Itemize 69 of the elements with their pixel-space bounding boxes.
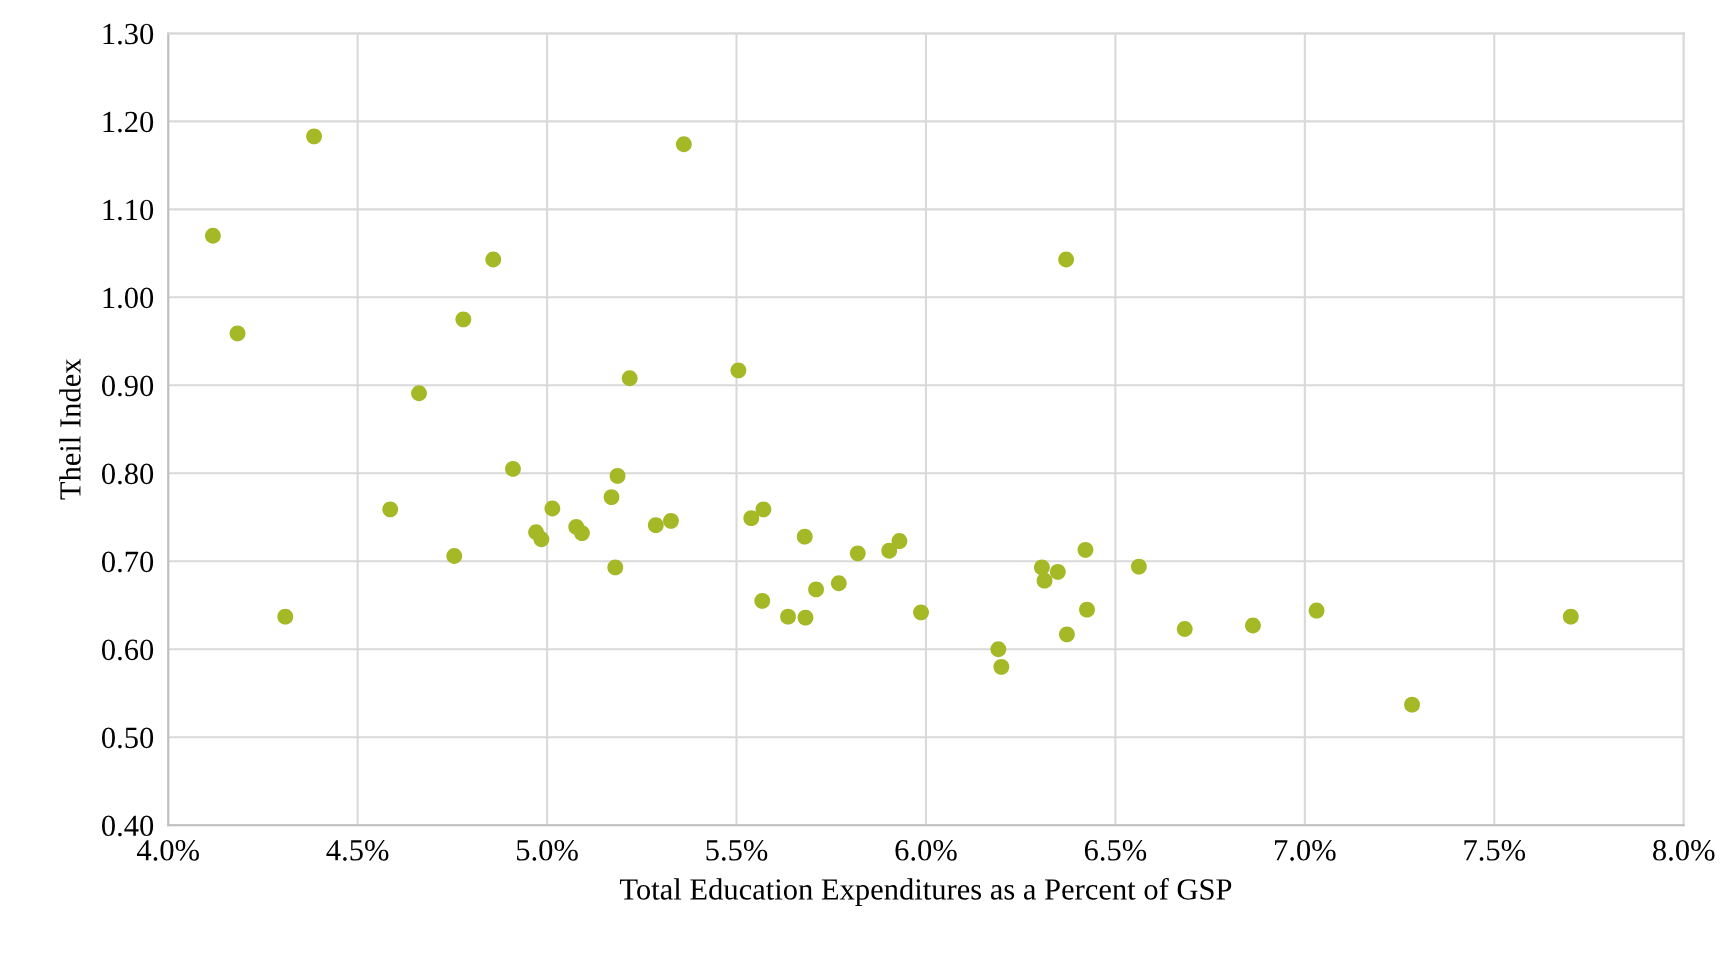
point — [797, 609, 814, 626]
x-tick-label: 5.5% — [706, 839, 768, 861]
point — [411, 385, 427, 402]
point — [446, 548, 463, 564]
point — [382, 501, 399, 518]
point — [1033, 559, 1050, 576]
y-tick-label: 1.00 — [103, 287, 154, 309]
point — [1562, 608, 1579, 625]
point — [607, 559, 624, 576]
point — [621, 370, 638, 387]
point — [1058, 251, 1075, 268]
point — [830, 575, 847, 592]
point — [754, 592, 771, 609]
y-tick-label: 0.50 — [102, 727, 154, 749]
point — [574, 525, 590, 542]
point — [796, 528, 813, 545]
point — [1079, 601, 1095, 618]
x-tick-label: 7.0% — [1275, 839, 1336, 861]
point — [743, 510, 760, 527]
point — [455, 311, 472, 328]
point — [229, 325, 246, 342]
point — [277, 608, 294, 625]
point — [647, 517, 664, 534]
point — [881, 542, 898, 559]
point — [1130, 558, 1147, 575]
point — [306, 128, 322, 145]
point — [849, 545, 866, 562]
y-tick-label: 1.20 — [103, 111, 154, 133]
point — [204, 227, 221, 244]
point — [1308, 602, 1325, 619]
point — [755, 501, 772, 518]
y-tick-label: 1.30 — [103, 23, 154, 45]
x-tick-label: 4.0% — [136, 839, 199, 861]
point — [891, 533, 908, 549]
x-tick-label: 6.5% — [1084, 839, 1147, 861]
y-tick-label: 0.90 — [102, 375, 154, 397]
point — [533, 531, 550, 548]
point — [1245, 617, 1261, 634]
point — [505, 460, 521, 477]
point — [544, 500, 561, 517]
point — [603, 489, 620, 505]
y-tick-label: 0.60 — [102, 639, 154, 661]
point — [780, 608, 796, 625]
point — [675, 136, 692, 153]
point — [808, 581, 824, 598]
x-axis-title: Total Education Expenditures as a Percent of GSP — [619, 877, 1232, 906]
y-tick-label: 0.40 — [102, 815, 154, 837]
point — [730, 362, 747, 379]
point — [485, 251, 502, 268]
point — [1049, 563, 1066, 580]
point — [1077, 541, 1094, 558]
point — [993, 658, 1010, 675]
point — [663, 512, 679, 529]
point — [990, 641, 1007, 658]
point — [1404, 696, 1420, 713]
point — [1036, 572, 1053, 589]
point — [1176, 621, 1193, 637]
x-tick-label: 6.0% — [895, 839, 957, 861]
point — [609, 468, 626, 484]
y-tick-label: 0.80 — [102, 463, 154, 485]
y-tick-label: 0.70 — [102, 551, 154, 573]
y-tick-label: 1.10 — [103, 199, 154, 221]
x-tick-label: 5.0% — [517, 839, 578, 861]
point — [913, 604, 929, 621]
x-tick-label: 7.5% — [1464, 839, 1526, 861]
x-tick-label: 8.0% — [1653, 839, 1715, 861]
point — [1058, 626, 1075, 643]
x-tick-label: 4.5% — [326, 839, 389, 861]
y-axis-title: Theil Index — [59, 358, 81, 500]
